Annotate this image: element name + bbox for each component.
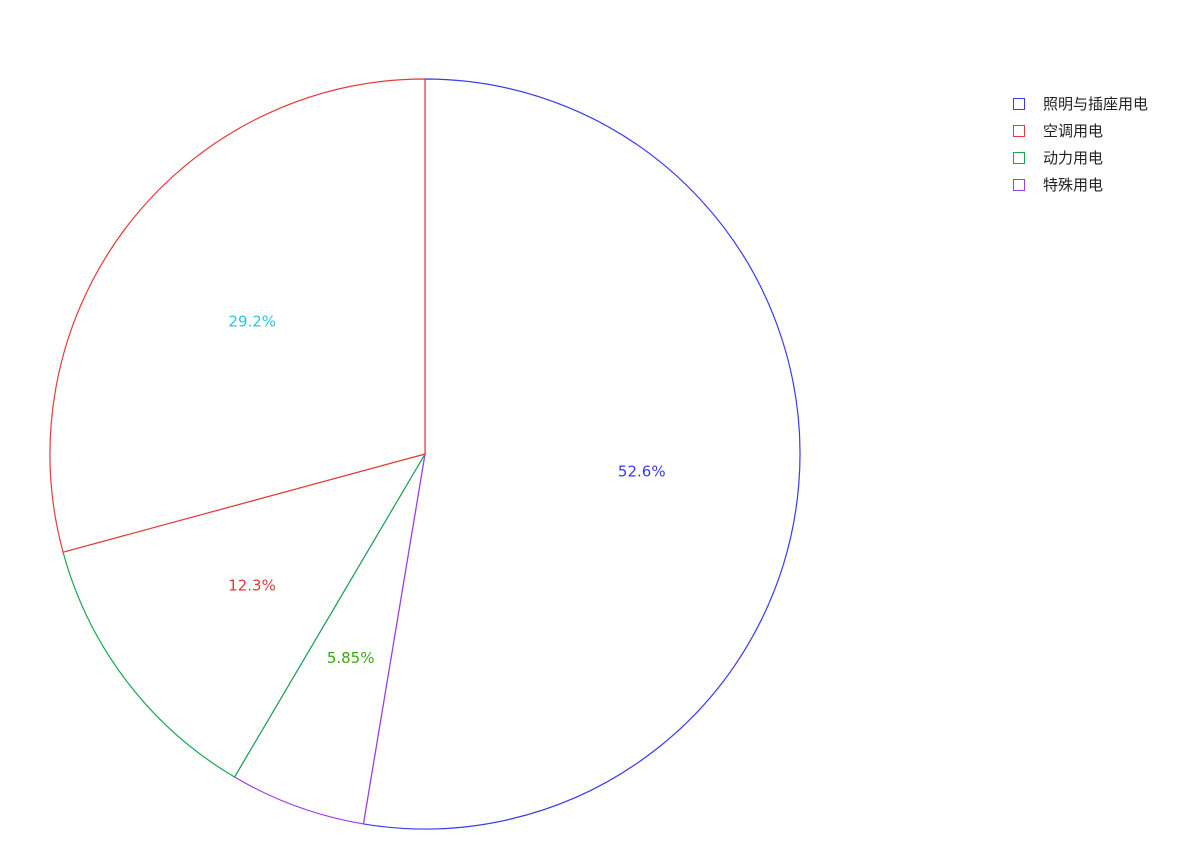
legend: 照明与插座用电 空调用电 动力用电 特殊用电 [1013, 90, 1148, 198]
legend-swatch-0 [1013, 97, 1025, 110]
pie-slice-1[interactable] [233, 453, 426, 825]
legend-label-1: 空调用电 [1043, 122, 1104, 140]
legend-swatch-1 [1013, 124, 1025, 137]
legend-swatch-2 [1013, 151, 1025, 164]
legend-item-1[interactable]: 空调用电 [1013, 117, 1148, 144]
legend-swatch-3 [1013, 178, 1025, 191]
slice-label-3: 29.2% [228, 312, 276, 330]
legend-item-0[interactable]: 照明与插座用电 [1013, 90, 1148, 117]
pie-slice-0[interactable] [362, 78, 801, 830]
pie-slice-2[interactable] [62, 453, 427, 778]
pie-slice-3[interactable] [49, 78, 426, 553]
legend-item-2[interactable]: 动力用电 [1013, 144, 1148, 171]
legend-label-3: 特殊用电 [1043, 176, 1104, 194]
legend-label-0: 照明与插座用电 [1043, 95, 1149, 113]
legend-item-3[interactable]: 特殊用电 [1013, 171, 1148, 198]
slice-label-2: 12.3% [228, 576, 276, 594]
legend-label-2: 动力用电 [1043, 149, 1104, 167]
slice-label-1: 5.85% [327, 649, 375, 667]
slice-label-0: 52.6% [618, 462, 666, 480]
